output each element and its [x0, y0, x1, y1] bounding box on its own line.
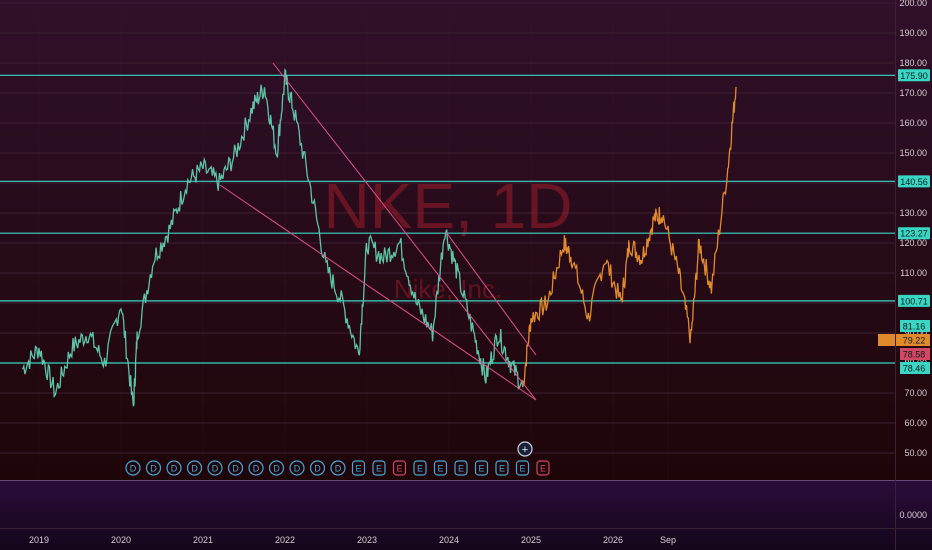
time-tick-label: 2022 [275, 535, 295, 545]
event-marker-label: E [396, 464, 402, 474]
dividend-marker[interactable] [125, 460, 141, 476]
event-marker-label: D [191, 464, 198, 474]
dividend-marker[interactable] [309, 460, 326, 476]
dividend-marker[interactable] [289, 460, 305, 476]
price-tick-label: 110.00 [900, 268, 927, 278]
event-marker-label: E [519, 464, 525, 474]
level-price-tag [898, 227, 930, 240]
time-tick-label: 2025 [521, 535, 541, 545]
earnings-marker[interactable] [413, 460, 427, 476]
event-marker-label: D [232, 464, 239, 474]
trendline-lower[interactable] [219, 184, 537, 401]
lower-pane [0, 481, 932, 550]
time-tick-label: 2021 [193, 535, 213, 545]
add-event-icon: + [522, 444, 528, 456]
price-tick-label: 190.00 [899, 28, 927, 38]
level-price-label: 123.27 [900, 229, 928, 239]
current-price-label: 81.16 [903, 322, 926, 332]
projection-series[interactable] [522, 86, 737, 388]
event-marker-label: D [130, 464, 137, 474]
event-marker-label: D [212, 464, 219, 474]
zero-tick-label: 0.0000 [899, 510, 927, 520]
time-tick-label: 2020 [111, 535, 131, 545]
trendline-upper[interactable] [272, 62, 537, 401]
level-price-tag [898, 294, 930, 307]
event-marker-label: E [376, 464, 382, 474]
dividend-marker[interactable] [207, 460, 223, 476]
event-marker-label: E [478, 464, 484, 474]
current-price-tag [878, 334, 930, 346]
level-price-label: 100.71 [900, 296, 928, 306]
level-price-tag [898, 175, 930, 188]
price-tick-label: 150.00 [899, 148, 927, 158]
price-tick-label: 160.00 [899, 118, 927, 128]
earnings-marker[interactable] [515, 460, 530, 476]
add-event-button[interactable] [517, 441, 533, 457]
price-tick-label: 170.00 [899, 88, 927, 98]
current-price-tag [900, 348, 930, 360]
time-tick-label: 2026 [603, 535, 623, 545]
price-tick-label: 60.00 [904, 418, 927, 428]
level-price-label: 140.56 [900, 177, 928, 187]
current-price-label: 79.22 [903, 336, 926, 346]
dividend-marker[interactable] [227, 460, 244, 476]
price-tick-label: 50.00 [904, 448, 927, 458]
event-marker-label: E [417, 464, 423, 474]
dividend-marker[interactable] [186, 460, 203, 476]
earnings-marker[interactable] [392, 460, 407, 476]
dividend-marker[interactable] [268, 460, 285, 476]
event-marker-label: D [171, 464, 178, 474]
time-tick-label: Sep [660, 535, 676, 545]
event-marker-label: D [335, 464, 342, 474]
price-tick-label: 70.00 [904, 388, 927, 398]
chart-background [0, 0, 932, 480]
current-price-label: 78.58 [903, 350, 926, 360]
event-marker-label: E [499, 464, 505, 474]
event-marker-label: E [540, 464, 546, 474]
event-marker-label: E [355, 464, 361, 474]
time-tick-label: 2023 [357, 535, 377, 545]
price-tick-label: 180.00 [899, 58, 927, 68]
watermark-symbol: NKE, 1D [324, 170, 573, 242]
time-tick-label: 2019 [29, 535, 49, 545]
earnings-marker[interactable] [454, 460, 468, 476]
dividend-marker[interactable] [145, 460, 162, 476]
event-marker-label: D [273, 464, 280, 474]
level-price-label: 175.90 [900, 71, 928, 81]
event-marker-label: D [294, 464, 301, 474]
dividend-marker[interactable] [166, 460, 182, 476]
price-tick-label: 120.00 [899, 238, 927, 248]
time-tick-label: 2024 [439, 535, 459, 545]
current-price-tag [900, 320, 930, 332]
dividend-marker[interactable] [248, 460, 264, 476]
trendline-inner[interactable] [445, 231, 537, 356]
earnings-marker[interactable] [474, 460, 489, 476]
earnings-marker[interactable] [495, 460, 509, 476]
earnings-marker[interactable] [433, 460, 448, 476]
current-price-label: 78.46 [903, 364, 926, 374]
earnings-marker[interactable] [372, 460, 386, 476]
dividend-marker[interactable] [330, 460, 346, 476]
event-marker-label: E [437, 464, 443, 474]
price-tick-label: 200.00 [899, 0, 927, 8]
earnings-marker[interactable] [536, 460, 550, 476]
event-marker-label: D [314, 464, 321, 474]
watermark-name: Nike, Inc. [394, 274, 502, 304]
event-marker-label: D [253, 464, 260, 474]
price-tick-label: 130.00 [899, 208, 927, 218]
price-tick-label: 90.00 [904, 328, 927, 338]
current-price-tag [900, 362, 930, 374]
event-marker-label: E [458, 464, 464, 474]
event-marker-label: D [150, 464, 157, 474]
level-price-tag [898, 69, 930, 82]
earnings-marker[interactable] [351, 460, 366, 476]
